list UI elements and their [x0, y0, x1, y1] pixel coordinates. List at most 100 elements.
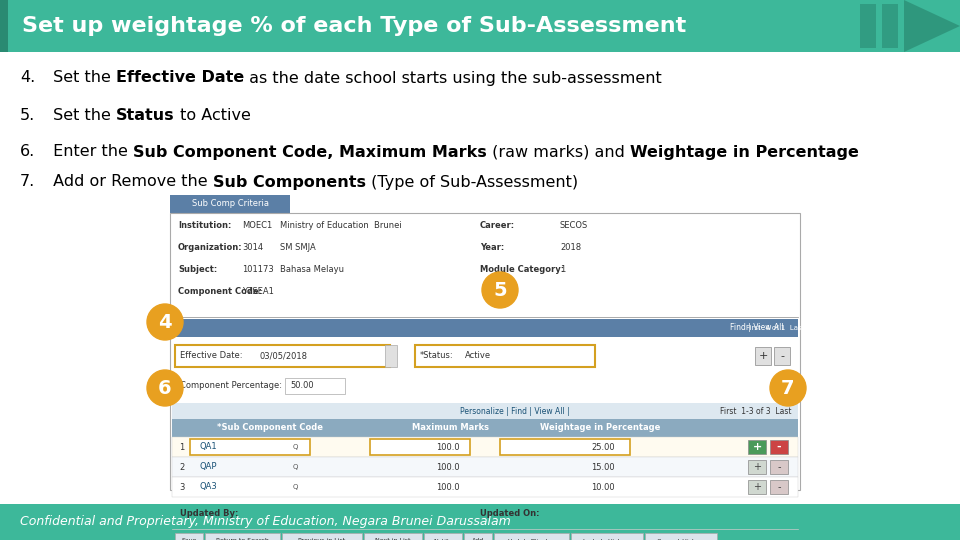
Text: Notify: Notify — [434, 538, 452, 540]
Text: Return to Search: Return to Search — [216, 538, 269, 540]
Bar — [170, 213, 800, 490]
Text: 3: 3 — [180, 483, 184, 491]
Text: Weightage in Percentage: Weightage in Percentage — [630, 145, 858, 159]
Text: Previous in List: Previous in List — [299, 538, 346, 540]
Bar — [172, 457, 798, 477]
Bar — [175, 533, 203, 540]
Text: Include History: Include History — [584, 538, 631, 540]
Bar — [170, 195, 290, 213]
Text: +: + — [753, 462, 761, 472]
Bar — [860, 4, 876, 48]
Text: -: - — [778, 462, 780, 472]
Text: Component Code:: Component Code: — [178, 287, 262, 295]
Text: 7: 7 — [781, 379, 795, 397]
Bar — [464, 533, 492, 540]
Polygon shape — [904, 0, 960, 52]
Text: as the date school starts using the sub-assessment: as the date school starts using the sub-… — [244, 71, 662, 85]
Text: 100.0: 100.0 — [437, 442, 460, 451]
Text: Effective Date: Effective Date — [116, 71, 244, 85]
Bar — [424, 533, 462, 540]
Text: Module Category:: Module Category: — [480, 265, 564, 273]
Text: QAP: QAP — [200, 462, 218, 471]
Text: 101173: 101173 — [242, 265, 274, 273]
Text: Maximum Marks: Maximum Marks — [412, 423, 489, 433]
Bar — [385, 345, 397, 367]
Text: Weightage in Percentage: Weightage in Percentage — [540, 423, 660, 433]
Text: Next in List: Next in List — [375, 538, 411, 540]
Text: Component Percentage:: Component Percentage: — [180, 381, 282, 389]
Bar — [285, 378, 345, 394]
Text: 50.00: 50.00 — [290, 381, 314, 390]
Bar — [0, 0, 960, 52]
Bar — [172, 437, 798, 457]
Text: 03/05/2018: 03/05/2018 — [260, 352, 308, 361]
Text: Add: Add — [472, 538, 484, 540]
Text: 1: 1 — [560, 265, 565, 273]
Text: +: + — [753, 482, 761, 492]
Text: 5.: 5. — [20, 107, 36, 123]
Text: 25.00: 25.00 — [591, 442, 615, 451]
Circle shape — [482, 272, 518, 308]
Text: to Active: to Active — [175, 107, 251, 123]
Bar — [770, 440, 788, 454]
Bar — [882, 4, 898, 48]
Text: Effective Date:: Effective Date: — [180, 352, 243, 361]
Text: Set the: Set the — [48, 71, 116, 85]
Bar — [755, 347, 771, 365]
Text: 7.: 7. — [20, 174, 36, 190]
Text: Sub Components: Sub Components — [213, 174, 366, 190]
Bar — [190, 439, 310, 455]
Text: 100.0: 100.0 — [437, 483, 460, 491]
Bar — [748, 460, 766, 474]
Text: Ministry of Education  Brunei: Ministry of Education Brunei — [280, 220, 401, 230]
Bar — [0, 504, 960, 540]
Text: 10.00: 10.00 — [591, 483, 615, 491]
Bar — [172, 419, 798, 437]
Text: -: - — [778, 482, 780, 492]
Text: *Sub Component Code: *Sub Component Code — [217, 423, 323, 433]
Bar — [0, 52, 960, 504]
Text: Organization:: Organization: — [178, 242, 243, 252]
Bar — [500, 439, 630, 455]
Text: Q: Q — [292, 484, 298, 490]
Circle shape — [147, 370, 183, 406]
Text: Subject:: Subject: — [178, 265, 217, 273]
Text: -: - — [780, 351, 784, 361]
Bar — [172, 319, 798, 337]
Text: 15.00: 15.00 — [591, 462, 615, 471]
Text: Add or Remove the: Add or Remove the — [48, 174, 213, 190]
Text: Active: Active — [465, 352, 492, 361]
Bar — [748, 480, 766, 494]
Text: Updated On:: Updated On: — [480, 509, 540, 517]
Text: SM SMJA: SM SMJA — [280, 242, 316, 252]
Text: Set up weightage % of each Type of Sub-Assessment: Set up weightage % of each Type of Sub-A… — [22, 16, 686, 36]
Text: QA3: QA3 — [200, 483, 218, 491]
FancyBboxPatch shape — [415, 345, 595, 367]
Bar — [494, 533, 569, 540]
Text: (Type of Sub-Assessment): (Type of Sub-Assessment) — [366, 174, 578, 190]
Text: +: + — [753, 442, 761, 452]
Bar — [172, 403, 798, 419]
Circle shape — [147, 304, 183, 340]
Text: Q: Q — [292, 444, 298, 450]
Text: Career:: Career: — [480, 220, 516, 230]
Text: *Status:: *Status: — [420, 352, 454, 361]
Bar — [172, 477, 798, 497]
Text: Find | View All: Find | View All — [730, 323, 783, 333]
Text: -: - — [777, 442, 781, 452]
Text: Personalize | Find | View All |: Personalize | Find | View All | — [460, 407, 569, 415]
Text: First  1-3 of 3  Last: First 1-3 of 3 Last — [720, 407, 791, 415]
Text: 6.: 6. — [20, 145, 36, 159]
Text: Save: Save — [181, 538, 197, 540]
Text: Set the: Set the — [48, 107, 116, 123]
Text: +: + — [758, 351, 768, 361]
Text: Correct History: Correct History — [658, 538, 705, 540]
Text: Enter the: Enter the — [48, 145, 133, 159]
Bar — [645, 533, 717, 540]
Bar — [205, 533, 280, 540]
Text: MOEC1: MOEC1 — [242, 220, 273, 230]
Text: Confidential and Proprietary, Ministry of Education, Negara Brunei Darussalam: Confidential and Proprietary, Ministry o… — [20, 516, 511, 529]
Bar — [282, 533, 362, 540]
Text: Institution:: Institution: — [178, 220, 231, 230]
Text: Q: Q — [292, 464, 298, 470]
